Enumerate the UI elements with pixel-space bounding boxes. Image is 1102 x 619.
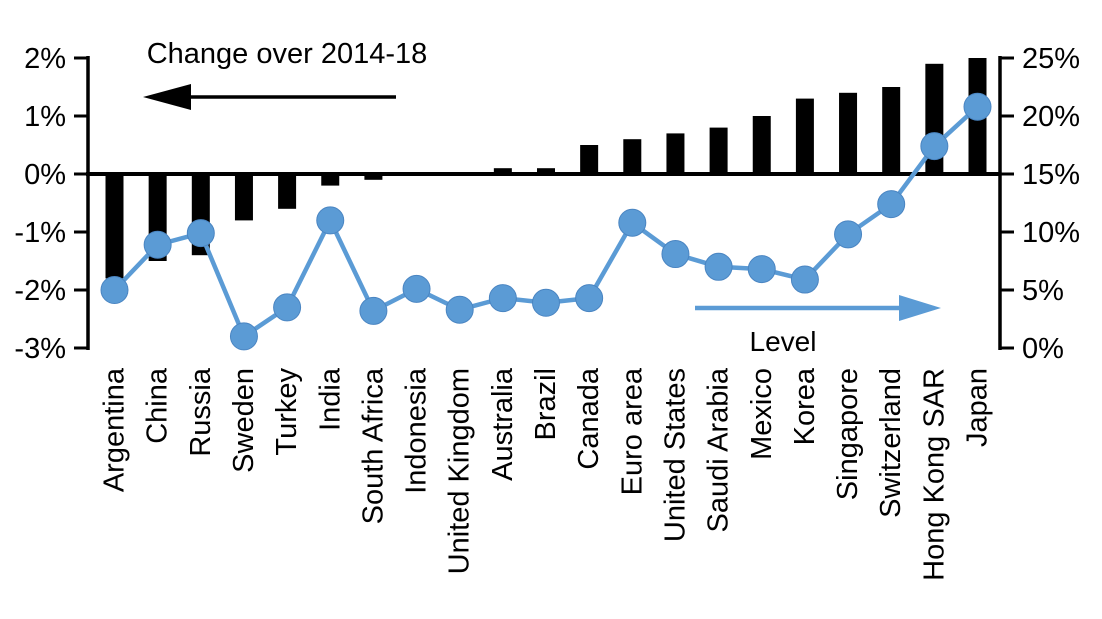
level-dot-united-kingdom	[445, 295, 474, 324]
category-label-united-states: United States	[659, 368, 691, 542]
bar-saudi-arabia	[709, 127, 728, 174]
left-axis-tick-label: 0%	[24, 159, 66, 191]
level-dot-brazil	[532, 288, 560, 317]
right-axis-tick-label: 5%	[1022, 275, 1064, 307]
category-label-japan: Japan	[962, 368, 994, 447]
category-label-turkey: Turkey	[271, 368, 303, 456]
level-dot-hong-kong-sar	[920, 132, 949, 161]
category-label-india: India	[314, 367, 346, 431]
category-label-hong-kong-sar: Hong Kong SAR	[918, 368, 950, 581]
category-label-brazil: Brazil	[530, 368, 562, 441]
bar-brazil	[537, 168, 555, 174]
category-label-euro-area: Euro area	[616, 367, 648, 495]
category-label-singapore: Singapore	[832, 368, 864, 500]
category-label-mexico: Mexico	[746, 368, 778, 460]
level-dot-indonesia	[402, 274, 431, 303]
bar-south-africa	[364, 174, 383, 180]
bar-australia	[493, 168, 512, 174]
category-label-switzerland: Switzerland	[875, 368, 907, 518]
level-dot-india	[316, 206, 345, 235]
level-label: Level	[750, 326, 817, 357]
right-axis-tick-label: 25%	[1022, 43, 1080, 75]
change-left-arrow	[143, 84, 396, 110]
category-label-korea: Korea	[789, 367, 821, 445]
category-label-china: China	[142, 367, 174, 444]
left-axis-tick-label: 2%	[24, 43, 66, 75]
right-axis-tick-label: 20%	[1022, 101, 1080, 133]
bar-euro-area	[623, 139, 642, 174]
category-label-australia: Australia	[487, 367, 519, 481]
level-dot-euro-area	[618, 208, 647, 237]
category-label-indonesia: Indonesia	[401, 367, 433, 494]
bar-mexico	[752, 116, 771, 174]
bar-sweden	[234, 174, 253, 221]
level-dot-saudi-arabia	[704, 252, 733, 281]
right-axis: 25% 20% 15% 10% 5% 0%	[86, 43, 1080, 365]
category-axis-labels: Argentina China Russia Sweden Turkey India Sou…	[99, 367, 994, 581]
category-label-sweden: Sweden	[228, 368, 260, 473]
right-axis-tick-label: 0%	[1022, 333, 1064, 365]
level-right-arrow	[695, 295, 941, 321]
bar-singapore	[839, 92, 858, 174]
chart-title: Change over 2014-18	[147, 38, 428, 70]
left-axis-tick-label: -2%	[14, 275, 66, 307]
bar-india	[321, 174, 340, 186]
bar-united-states	[666, 133, 685, 174]
line-series-level	[100, 92, 992, 351]
level-dot-argentina	[100, 276, 129, 304]
category-label-south-africa: South Africa	[357, 367, 389, 524]
category-label-saudi-arabia: Saudi Arabia	[703, 367, 735, 532]
bar-korea	[795, 98, 814, 174]
category-label-russia: Russia	[185, 367, 217, 457]
level-dot-korea	[790, 265, 819, 294]
level-dot-mexico	[747, 255, 776, 284]
right-axis-tick-label: 10%	[1022, 217, 1080, 249]
level-dot-sweden	[229, 322, 258, 351]
left-axis-tick-label: -3%	[14, 333, 66, 365]
level-dot-australia	[488, 284, 517, 313]
bar-turkey	[278, 174, 297, 209]
level-dot-canada	[575, 284, 604, 313]
level-dot-china	[143, 230, 172, 259]
level-dot-japan	[963, 92, 992, 121]
category-label-argentina: Argentina	[99, 367, 131, 492]
level-dot-singapore	[834, 220, 863, 249]
level-dot-united-states	[661, 240, 690, 269]
level-right-arrow-head	[899, 295, 941, 321]
left-axis-tick-label: -1%	[14, 217, 66, 249]
category-label-united-kingdom: United Kingdom	[444, 368, 476, 574]
left-axis-tick-label: 1%	[24, 101, 66, 133]
left-axis: 2% 1% 0% -1% -2% -3%	[14, 43, 90, 365]
level-dot-switzerland	[877, 190, 906, 219]
level-dot-turkey	[273, 293, 302, 322]
level-dot-russia	[186, 219, 215, 248]
level-dot-south-africa	[359, 296, 388, 325]
bar-argentina	[105, 174, 124, 279]
bar-switzerland	[882, 87, 901, 174]
right-axis-tick-label: 15%	[1022, 159, 1080, 191]
category-label-canada: Canada	[573, 367, 605, 469]
change-left-arrow-head	[143, 84, 191, 110]
bar-canada	[580, 145, 599, 174]
